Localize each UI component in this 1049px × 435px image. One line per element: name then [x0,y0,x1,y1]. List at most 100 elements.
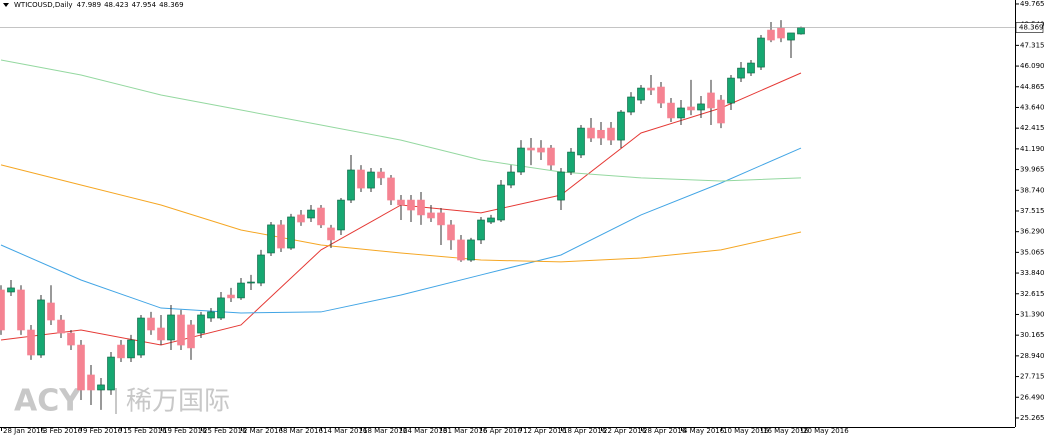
candle-body [217,297,225,319]
symbol: WTICOUSD,Daily [14,1,73,9]
candle-body [497,184,505,221]
candle-body [177,314,185,346]
y-tick-label: 49.765 [1020,0,1045,8]
candle-body [227,294,235,299]
candle-body [247,281,255,284]
candle-body [397,199,405,206]
y-tick-label: 42.415 [1020,124,1045,132]
candle-body [517,147,525,173]
candle-body [617,111,625,141]
candle-body [0,289,5,331]
x-tick-label: 15 Feb 2016 [123,427,167,435]
watermark-cn: 稀万国际 [126,387,230,417]
candle-body [7,287,15,293]
candle-body [487,217,495,223]
candle-body [597,129,605,139]
candle-body [207,311,215,319]
candle-body [757,37,765,68]
candle-body [767,29,775,41]
y-tick-label: 39.965 [1020,166,1045,174]
y-tick-label: 26.490 [1020,393,1045,401]
price-box-label: 48.369 [1019,24,1044,32]
x-tick-label: 25 Feb 2016 [203,427,247,435]
y-tick-label: 32.615 [1020,290,1045,298]
x-tick-label: 18 Apr 2016 [563,427,607,435]
header-high: 48.423 [104,1,129,9]
candle-body [337,199,345,231]
y-tick-label: 43.640 [1020,103,1045,111]
header-open: 47.989 [77,1,102,9]
candle-body [687,106,695,111]
y-tick-label: 25.265 [1020,414,1045,422]
x-tick-label: 22 Apr 2016 [603,427,647,435]
candle-body [577,127,585,156]
candle-body [297,214,305,223]
candle-body [657,86,665,104]
y-tick-label: 35.065 [1020,248,1045,256]
candle-body [797,27,805,35]
x-tick-label: 10 May 2016 [723,427,769,435]
candle-body [587,127,595,139]
candle-body [127,339,135,359]
y-tick-label: 33.840 [1020,269,1045,277]
candle-body [237,282,245,299]
candle-body [77,344,85,391]
watermark: ACY [14,384,82,419]
candle-body [107,356,115,391]
candle-body [567,151,575,173]
x-tick-label: 2 Mar 2016 [243,427,283,435]
candle-body [377,171,385,179]
candle-body [277,224,285,249]
candle-body [157,327,165,341]
moving-average [0,59,802,182]
menu-triangle[interactable] [3,3,9,7]
header-low: 47.954 [132,1,157,9]
candle-body [527,147,535,151]
candle-body [647,87,655,91]
y-tick-label: 41.190 [1020,145,1045,153]
candle-body [367,171,375,189]
candle-body [27,329,35,356]
candle-body [747,62,755,74]
moving-average [0,147,802,314]
candle-body [467,239,475,261]
candle-body [697,103,705,111]
x-tick-label: 28 Jan 2016 [3,427,46,435]
candle-body [87,374,95,391]
candle-body [197,314,205,334]
candle-body [677,107,685,119]
candle-body [437,212,445,226]
candle-body [447,224,455,241]
candle-body [347,169,355,201]
x-tick-label: 19 Feb 2016 [163,427,207,435]
candle-body [67,332,75,346]
chart-header: WTICOUSD,Daily 47.989 48.423 47.954 48.369 [14,1,184,9]
x-tick-label: 18 Mar 2016 [363,427,408,435]
moving-average [0,164,802,263]
candle-body [727,77,735,104]
candle-body [267,224,275,254]
candle-body [537,147,545,153]
y-tick-label: 37.515 [1020,207,1045,215]
candle-body [357,169,365,189]
y-tick-label: 27.715 [1020,373,1045,381]
candle-body [417,199,425,216]
candle-body [777,27,785,39]
candle-body [17,289,25,331]
candle-body [637,87,645,101]
candle-body [317,207,325,226]
candle-body [787,32,795,41]
candle-body [327,227,335,241]
candle-body [147,317,155,331]
y-tick-label: 28.940 [1020,352,1045,360]
candle-body [407,199,415,211]
x-tick-label: 12 Apr 2016 [523,427,567,435]
candle-body [507,171,515,186]
x-tick-label: 8 Mar 2016 [283,427,323,435]
candle-body [97,384,105,391]
y-tick-label: 46.090 [1020,62,1045,70]
x-tick-label: 9 Feb 2016 [83,427,123,435]
candle-body [137,317,145,356]
